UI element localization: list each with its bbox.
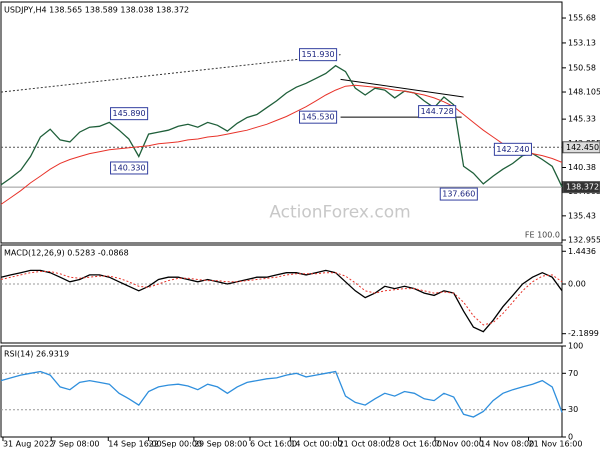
series-line xyxy=(0,64,563,188)
x-tick-label: 22 Sep 00:00 xyxy=(149,440,202,449)
y-tick-label: 155.68 xyxy=(568,14,596,23)
series-line xyxy=(0,370,563,418)
x-tick-label: 21 Nov 16:00 xyxy=(529,440,583,449)
trendline xyxy=(340,78,464,98)
y-tick-label: 1.4436 xyxy=(568,247,596,256)
annotation-box xyxy=(110,107,149,121)
y-tick-label: 145.33 xyxy=(568,115,596,124)
y-tick-label: 135.43 xyxy=(568,211,596,220)
x-tick-label: 14 Sep 16:00 xyxy=(108,440,161,449)
series-line xyxy=(0,269,563,333)
panel-title: RSI(14) 26.9319 xyxy=(4,350,69,359)
y-tick-label: 140.38 xyxy=(568,163,596,172)
trendline xyxy=(0,54,341,93)
y-tick-label: 153.13 xyxy=(568,38,596,47)
price-label: 138.372 xyxy=(566,183,599,192)
annotation-label: 137.660 xyxy=(442,190,475,199)
watermark: ActionForex.com xyxy=(269,203,410,223)
x-tick-label: 7 Sep 08:00 xyxy=(51,440,99,449)
y-tick-label: -2.1899 xyxy=(568,329,599,338)
annotation-label: 151.930 xyxy=(302,50,335,59)
y-tick-label: 150.58 xyxy=(568,63,596,72)
annotation-box xyxy=(299,110,338,124)
x-tick-label: 6 Oct 16:00 xyxy=(250,440,297,449)
note: FE 100.0 xyxy=(525,231,560,240)
panel-frame xyxy=(0,244,563,344)
x-tick-label: 21 Oct 08:00 xyxy=(339,440,391,449)
x-tick-label: 29 Sep 08:00 xyxy=(194,440,247,449)
y-tick-label: 0 xyxy=(568,433,573,442)
annotation-box xyxy=(110,161,149,175)
price-label: 142.450 xyxy=(566,143,599,152)
panel-frame xyxy=(0,1,563,244)
x-tick-label: 14 Nov 08:00 xyxy=(480,440,534,449)
y-tick-label: 30 xyxy=(568,405,578,414)
panel-frame xyxy=(0,345,563,438)
price-label-box xyxy=(562,181,600,194)
annotation-label: 145.890 xyxy=(113,109,146,118)
x-tick-label: 31 Aug 2022 xyxy=(3,440,54,449)
y-tick-label: 132.955 xyxy=(568,236,600,245)
annotation-label: 144.728 xyxy=(421,107,454,116)
y-tick-label: 148.105 xyxy=(568,88,600,97)
series-line xyxy=(0,84,563,205)
x-tick-label: 7 Nov 00:00 xyxy=(435,440,484,449)
annotation-box xyxy=(439,187,478,201)
y-tick-label: 70 xyxy=(568,369,578,378)
x-tick-label: 14 Oct 00:00 xyxy=(290,440,342,449)
annotation-box xyxy=(299,48,338,62)
y-tick-label: 100 xyxy=(568,342,583,351)
price-label-box xyxy=(562,141,600,154)
panel-title: USDJPY,H4 138.565 138.589 138.038 138.37… xyxy=(4,6,189,15)
annotation-label: 140.330 xyxy=(113,163,146,172)
x-tick-label: 28 Oct 16:00 xyxy=(390,440,442,449)
annotation-box xyxy=(493,142,532,156)
y-tick-label: 0.00 xyxy=(568,280,586,289)
panel-title: MACD(12,26,9) 0.5283 -0.0868 xyxy=(4,249,129,258)
annotation-box xyxy=(418,105,457,119)
annotation-label: 145.530 xyxy=(302,113,335,122)
annotation-label: 142.240 xyxy=(496,145,529,154)
